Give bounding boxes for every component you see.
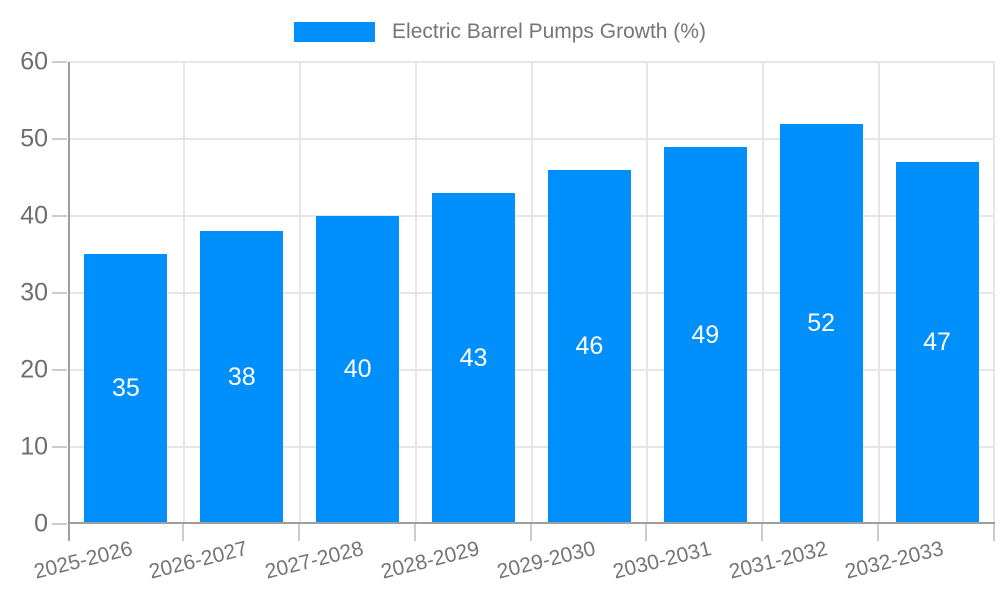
x-axis-line (68, 521, 995, 524)
x-gridline (530, 62, 533, 524)
bar-value-label: 43 (459, 343, 488, 372)
y-axis-label: 20 (20, 355, 48, 384)
bar-value-label: 38 (227, 362, 256, 391)
x-gridline (762, 62, 765, 524)
y-axis-label: 60 (20, 47, 48, 76)
bar-value-label: 35 (112, 374, 140, 403)
x-axis-tick (877, 523, 880, 541)
bar-2032-2033[interactable]: 47 (895, 161, 979, 524)
x-axis-label: 2029-2030 (494, 537, 598, 584)
plot-right-border (993, 62, 995, 524)
bar-2027-2028[interactable]: 40 (316, 215, 400, 524)
bar-value-label: 47 (923, 328, 951, 357)
y-axis-label: 50 (20, 124, 48, 153)
x-gridline (298, 62, 301, 524)
y-axis-tick (52, 61, 67, 63)
x-axis-label: 2031-2032 (726, 537, 830, 584)
legend-marker-swatch (294, 22, 376, 42)
bar-2025-2026[interactable]: 35 (84, 254, 168, 524)
y-axis-tick (52, 445, 67, 448)
bar-2030-2031[interactable]: 49 (663, 146, 747, 524)
x-axis-tick (761, 523, 764, 541)
chart-legend[interactable]: Electric Barrel Pumps Growth (%) (0, 20, 1000, 44)
x-axis-tick (297, 523, 300, 541)
y-axis-label: 10 (20, 432, 48, 461)
x-axis-tick (181, 523, 184, 541)
x-gridline (414, 62, 417, 524)
bar-2028-2029[interactable]: 43 (432, 192, 516, 524)
bar-value-label: 46 (575, 332, 604, 361)
y-axis-tick (52, 522, 67, 525)
x-gridline (646, 62, 649, 524)
x-axis-tick (529, 523, 532, 541)
y-axis-tick (52, 214, 67, 217)
x-gridline (878, 62, 881, 524)
bar-value-label: 49 (691, 320, 720, 349)
y-axis-label: 30 (20, 278, 48, 307)
y-axis-line (68, 62, 70, 541)
x-axis-tick (993, 523, 995, 541)
x-axis-label: 2032-2033 (842, 537, 946, 584)
x-axis-label: 2027-2028 (262, 537, 367, 584)
x-axis-label: 2030-2031 (610, 537, 714, 584)
x-axis-label: 2026-2027 (147, 537, 251, 584)
x-axis-label: 2028-2029 (378, 537, 482, 584)
x-axis-tick (645, 523, 648, 541)
y-axis-tick (52, 137, 67, 140)
y-axis-label: 0 (34, 509, 48, 537)
x-gridline (182, 62, 185, 524)
bar-value-label: 52 (807, 309, 836, 337)
bar-value-label: 40 (343, 355, 372, 384)
legend-series-label: Electric Barrel Pumps Growth (%) (392, 20, 706, 43)
bar-2026-2027[interactable]: 38 (200, 231, 284, 524)
x-axis-tick (413, 523, 416, 541)
bar-2031-2032[interactable]: 52 (779, 123, 863, 524)
bar-2029-2030[interactable]: 46 (547, 169, 631, 524)
y-axis-tick (52, 291, 67, 294)
y-axis-tick (52, 368, 67, 371)
y-axis-label: 40 (20, 201, 48, 230)
x-axis-label: 2025-2026 (31, 537, 135, 584)
